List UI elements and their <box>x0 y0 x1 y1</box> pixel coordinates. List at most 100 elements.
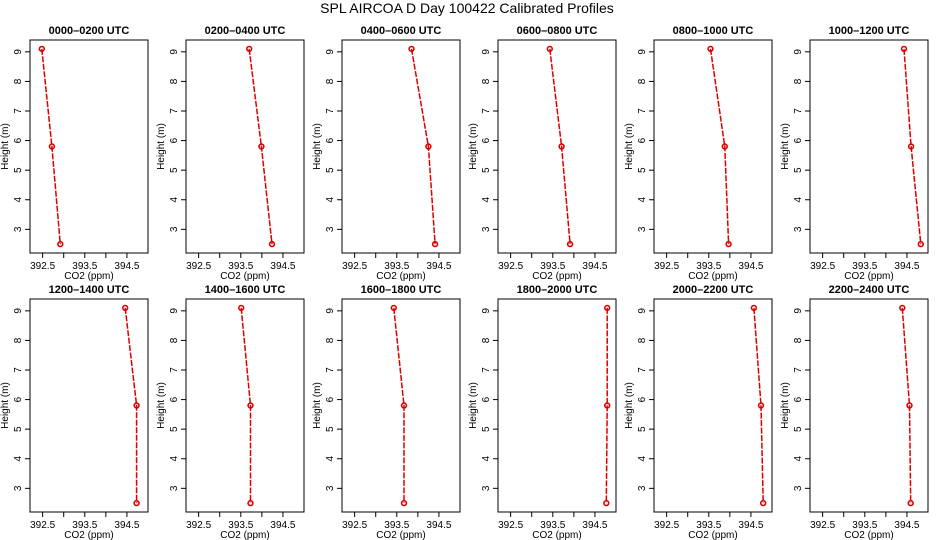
panel-title: 0400–0600 UTC <box>361 25 442 37</box>
y-tick-label: 9 <box>481 49 492 55</box>
y-axis-label: Height (m) <box>156 123 167 170</box>
y-tick-label: 3 <box>481 485 492 491</box>
data-point <box>431 240 439 248</box>
y-tick-label: 4 <box>13 197 24 203</box>
x-tick-label: 393.5 <box>384 261 409 272</box>
x-tick-label: 392.5 <box>342 261 367 272</box>
data-point <box>247 402 254 409</box>
plot-frame <box>653 298 773 513</box>
y-tick-label: 9 <box>325 308 336 314</box>
x-axis-label: CO2 (ppm) <box>220 530 269 540</box>
y-tick-label: 7 <box>169 108 180 114</box>
profile-line <box>240 307 252 504</box>
data-point <box>759 499 767 507</box>
data-point <box>906 402 913 409</box>
y-tick-label: 8 <box>13 337 24 343</box>
x-tick-label: 392.5 <box>810 261 835 272</box>
y-axis-label: Height (m) <box>468 382 479 429</box>
plot-frame <box>497 39 617 254</box>
x-tick-label: 393.5 <box>384 520 409 531</box>
y-tick-label: 9 <box>169 308 180 314</box>
plot-frame <box>653 39 773 254</box>
y-tick-label: 5 <box>13 167 24 173</box>
y-tick-label: 9 <box>481 308 492 314</box>
y-tick-label: 9 <box>637 308 648 314</box>
profile-line <box>410 48 436 245</box>
x-tick-label: 392.5 <box>654 261 679 272</box>
x-axis-label: CO2 (ppm) <box>844 271 893 282</box>
x-tick-label: 392.5 <box>186 520 211 531</box>
y-axis-label: Height (m) <box>624 123 635 170</box>
y-tick-label: 3 <box>637 485 648 491</box>
y-tick-label: 4 <box>637 456 648 462</box>
y-tick-label: 9 <box>793 308 804 314</box>
y-tick-label: 4 <box>793 456 804 462</box>
x-tick-label: 393.5 <box>696 520 721 531</box>
plot-frame <box>497 298 617 513</box>
y-tick-label: 3 <box>481 226 492 232</box>
y-tick-label: 9 <box>637 49 648 55</box>
panel-title: 2000–2200 UTC <box>673 284 754 296</box>
figure-title: SPL AIRCOA D Day 100422 Calibrated Profi… <box>320 0 614 16</box>
y-tick-label: 6 <box>481 137 492 143</box>
y-tick-label: 3 <box>325 485 336 491</box>
plot-frame <box>341 39 461 254</box>
data-point <box>408 45 415 53</box>
y-axis-label: Height (m) <box>0 382 11 429</box>
y-tick-label: 3 <box>169 226 180 232</box>
y-axis-label: Height (m) <box>624 382 635 429</box>
x-tick-label: 393.5 <box>852 520 877 531</box>
x-tick-label: 392.5 <box>810 520 835 531</box>
plot-frame <box>185 298 305 513</box>
x-axis-label: CO2 (ppm) <box>532 530 581 540</box>
y-axis-label: Height (m) <box>156 382 167 429</box>
y-tick-label: 7 <box>325 367 336 373</box>
data-point <box>48 143 56 150</box>
y-tick-label: 8 <box>481 78 492 84</box>
panel-title: 1200–1400 UTC <box>49 284 130 296</box>
data-point <box>57 240 64 248</box>
y-tick-label: 3 <box>793 226 804 232</box>
x-tick-label: 393.5 <box>852 261 877 272</box>
x-axis-label: CO2 (ppm) <box>376 271 425 282</box>
x-axis-label: CO2 (ppm) <box>688 271 737 282</box>
profile-line <box>901 307 912 504</box>
y-tick-label: 9 <box>13 308 24 314</box>
profile-line <box>248 48 273 245</box>
x-tick-label: 394.5 <box>114 261 139 272</box>
data-point <box>133 402 140 409</box>
y-tick-label: 9 <box>169 49 180 55</box>
y-tick-label: 4 <box>325 197 336 203</box>
x-tick-label: 392.5 <box>30 520 55 531</box>
x-tick-label: 392.5 <box>654 520 679 531</box>
y-tick-label: 3 <box>169 485 180 491</box>
y-tick-label: 4 <box>481 197 492 203</box>
x-axis-label: CO2 (ppm) <box>64 271 113 282</box>
y-axis-label: Height (m) <box>468 123 479 170</box>
y-tick-label: 8 <box>169 337 180 343</box>
data-point <box>558 143 565 150</box>
data-point <box>400 402 408 409</box>
panel-title: 1600–1800 UTC <box>361 284 442 296</box>
y-tick-label: 5 <box>481 426 492 432</box>
x-axis-label: CO2 (ppm) <box>376 530 425 540</box>
data-point <box>907 499 914 507</box>
data-point <box>603 499 610 507</box>
data-point <box>725 240 732 248</box>
plot-frame <box>809 39 929 254</box>
y-tick-label: 7 <box>637 367 648 373</box>
y-tick-label: 5 <box>325 426 336 432</box>
x-tick-label: 392.5 <box>30 261 55 272</box>
data-point <box>917 240 924 248</box>
y-tick-label: 8 <box>325 337 336 343</box>
plot-frame <box>29 298 149 513</box>
y-tick-label: 4 <box>793 197 804 203</box>
plot-frame <box>341 298 461 513</box>
